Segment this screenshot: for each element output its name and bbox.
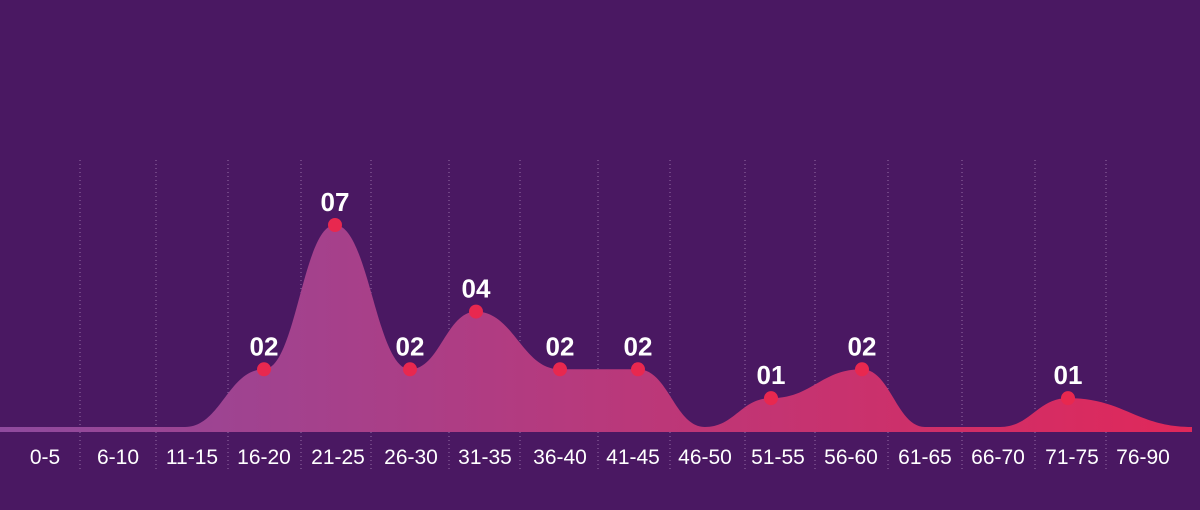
- data-point-36-40: [553, 362, 567, 377]
- x-tick-label: 0-5: [30, 446, 60, 469]
- data-point-51-55: [764, 391, 778, 406]
- x-tick-label: 66-70: [971, 446, 1025, 469]
- data-label-16-20: 02: [250, 331, 279, 361]
- x-tick-label: 26-30: [384, 446, 438, 469]
- area-series: [0, 225, 1192, 432]
- x-tick-label: 16-20: [237, 446, 291, 469]
- data-label-56-60: 02: [848, 331, 877, 361]
- data-markers: [257, 218, 1075, 406]
- data-label-31-35: 04: [462, 274, 491, 304]
- data-label-26-30: 02: [396, 331, 425, 361]
- data-point-41-45: [631, 362, 645, 377]
- x-tick-label: 46-50: [678, 446, 732, 469]
- x-tick-label: 76-90: [1116, 446, 1170, 469]
- data-point-21-25: [328, 218, 342, 232]
- x-tick-label: 56-60: [824, 446, 878, 469]
- x-axis-ticks: 0-5 6-10 11-15 16-20 21-25 26-30 31-35 36-40 41-…: [30, 446, 1170, 469]
- x-tick-label: 36-40: [533, 446, 587, 469]
- data-label-21-25: 07: [321, 187, 350, 217]
- x-tick-label: 41-45: [606, 446, 660, 469]
- data-label-36-40: 02: [546, 331, 575, 361]
- x-tick-label: 51-55: [751, 446, 805, 469]
- data-point-16-20: [257, 362, 271, 377]
- data-label-71-75: 01: [1054, 360, 1083, 390]
- x-tick-label: 6-10: [97, 446, 139, 469]
- x-tick-label: 71-75: [1045, 446, 1099, 469]
- x-tick-label: 11-15: [166, 446, 218, 469]
- data-point-56-60: [855, 362, 869, 377]
- data-label-41-45: 02: [624, 331, 653, 361]
- data-point-31-35: [469, 304, 483, 319]
- data-point-26-30: [403, 362, 417, 377]
- data-point-71-75: [1061, 391, 1075, 406]
- x-tick-label: 61-65: [898, 446, 952, 469]
- x-tick-label: 31-35: [458, 446, 512, 469]
- data-label-51-55: 01: [757, 360, 786, 390]
- x-tick-label: 21-25: [311, 446, 365, 469]
- data-labels: 02 07 02 04 02 02 01 02 01: [250, 187, 1083, 390]
